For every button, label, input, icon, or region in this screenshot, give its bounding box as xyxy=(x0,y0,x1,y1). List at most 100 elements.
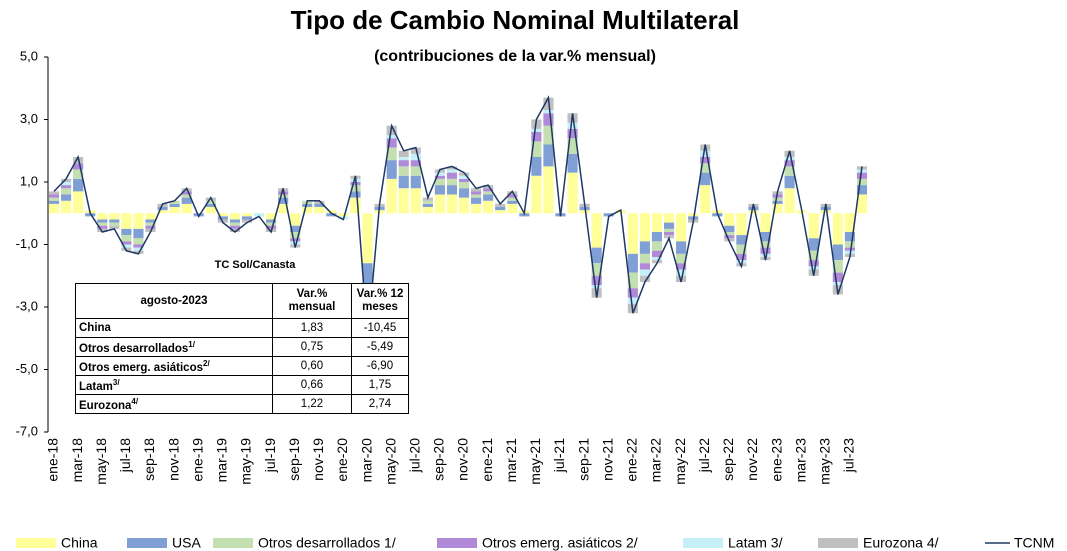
bar-segment xyxy=(700,163,711,173)
x-tick-label: may-20 xyxy=(382,438,398,485)
bar-segment xyxy=(290,238,301,242)
bar-segment xyxy=(266,222,277,226)
bar-segment xyxy=(507,200,518,204)
bar-segment xyxy=(663,222,675,229)
bar-segment xyxy=(724,235,735,239)
x-tick-label: may-23 xyxy=(816,438,832,485)
bar-segment xyxy=(784,160,795,167)
bar-segment xyxy=(73,178,84,192)
bar-segment xyxy=(133,247,144,251)
bar-segment xyxy=(760,213,771,232)
bar-segment xyxy=(543,113,554,126)
bar-segment xyxy=(229,225,240,229)
bar-segment xyxy=(133,244,144,248)
x-tick-label: sep-22 xyxy=(720,438,736,481)
bar-segment xyxy=(591,247,602,264)
bar-segment xyxy=(61,188,72,195)
bar-segment xyxy=(121,228,132,236)
legend-swatch xyxy=(818,538,858,548)
legend-swatch xyxy=(16,538,56,548)
x-tick-label: mar-22 xyxy=(648,438,664,483)
bar-segment xyxy=(760,232,771,242)
bar-segment xyxy=(856,194,868,214)
bar-segment xyxy=(567,138,578,154)
bar-segment xyxy=(458,182,470,189)
bar-segment xyxy=(410,175,421,189)
bar-segment xyxy=(832,213,843,245)
bar-segment xyxy=(48,197,60,201)
bar-segment xyxy=(169,200,180,204)
row-note: 1/ xyxy=(188,340,195,350)
bar-segment xyxy=(434,172,445,176)
y-tick-label: 1,0 xyxy=(20,173,38,188)
bar-segment xyxy=(85,213,96,217)
bar-segment xyxy=(832,244,843,261)
table-cell: -6,90 xyxy=(351,356,409,376)
bar-segment xyxy=(241,219,253,223)
bar-segment xyxy=(314,203,325,207)
table-cell: 2,74 xyxy=(351,394,409,414)
bar-segment xyxy=(471,203,482,214)
bar-segment xyxy=(591,275,602,286)
x-tick-label: sep-21 xyxy=(575,438,591,481)
bar-segment xyxy=(121,241,132,245)
bar-segment xyxy=(73,163,84,170)
bar-segment xyxy=(676,253,687,264)
table-cell: 0,60 xyxy=(272,356,352,376)
bar-segment xyxy=(446,178,458,186)
bar-segment xyxy=(241,213,253,217)
bar-segment xyxy=(844,241,855,248)
table-cell: 0,75 xyxy=(272,337,352,357)
bar-segment xyxy=(808,260,819,267)
header-cell: Var.% 12 meses xyxy=(351,283,409,319)
bar-segment xyxy=(651,232,663,242)
bar-segment xyxy=(61,200,72,214)
bar-segment xyxy=(483,185,494,189)
bar-segment xyxy=(398,160,409,167)
bar-segment xyxy=(386,147,397,161)
bar-segment xyxy=(507,194,518,198)
bar-segment xyxy=(651,250,663,257)
bar-segment xyxy=(651,257,663,261)
table-row: Otros desarrollados1/0,75 -5,49 xyxy=(75,337,409,357)
chart-title: Tipo de Cambio Nominal Multilateral xyxy=(291,5,740,35)
bar-segment xyxy=(567,128,578,139)
bar-segment xyxy=(217,216,228,220)
bar-segment xyxy=(724,225,735,232)
bar-segment xyxy=(808,250,819,261)
bar-segment xyxy=(121,213,132,229)
bar-segment xyxy=(531,132,542,142)
bar-segment xyxy=(627,253,638,273)
y-tick-label: -7,0 xyxy=(16,423,38,438)
bar-segment xyxy=(338,213,349,217)
x-tick-label: sep-20 xyxy=(431,438,447,481)
bar-segment xyxy=(229,213,240,220)
bar-segment xyxy=(639,253,650,264)
bar-segment xyxy=(700,157,711,164)
bar-segment xyxy=(844,213,855,232)
bar-segment xyxy=(507,191,518,195)
bar-segment xyxy=(398,175,409,189)
x-tick-label: jul-20 xyxy=(406,438,422,473)
bar-segment xyxy=(410,160,421,167)
bar-segment xyxy=(229,219,240,223)
bar-segment xyxy=(808,266,819,270)
bar-segment xyxy=(181,194,192,198)
bar-segment xyxy=(700,172,711,186)
legend-label: Otros emerg. asiáticos 2/ xyxy=(482,535,638,551)
bar-segment xyxy=(651,213,663,232)
x-tick-label: nov-20 xyxy=(455,438,471,481)
bar-segment xyxy=(591,213,602,248)
bar-segment xyxy=(663,228,675,232)
table: agosto-2023 Var.% mensual Var.% 12 meses… xyxy=(75,283,409,414)
header-cell: Var.% mensual xyxy=(272,283,352,319)
bar-segment xyxy=(531,157,542,176)
bar-segment xyxy=(856,172,868,179)
bar-segment xyxy=(567,172,578,214)
bar-segment xyxy=(205,203,216,207)
bar-segment xyxy=(458,188,470,198)
bar-segment xyxy=(663,213,675,223)
bar-segment xyxy=(724,232,735,236)
bar-segment xyxy=(495,203,506,207)
bar-segment xyxy=(326,210,337,214)
